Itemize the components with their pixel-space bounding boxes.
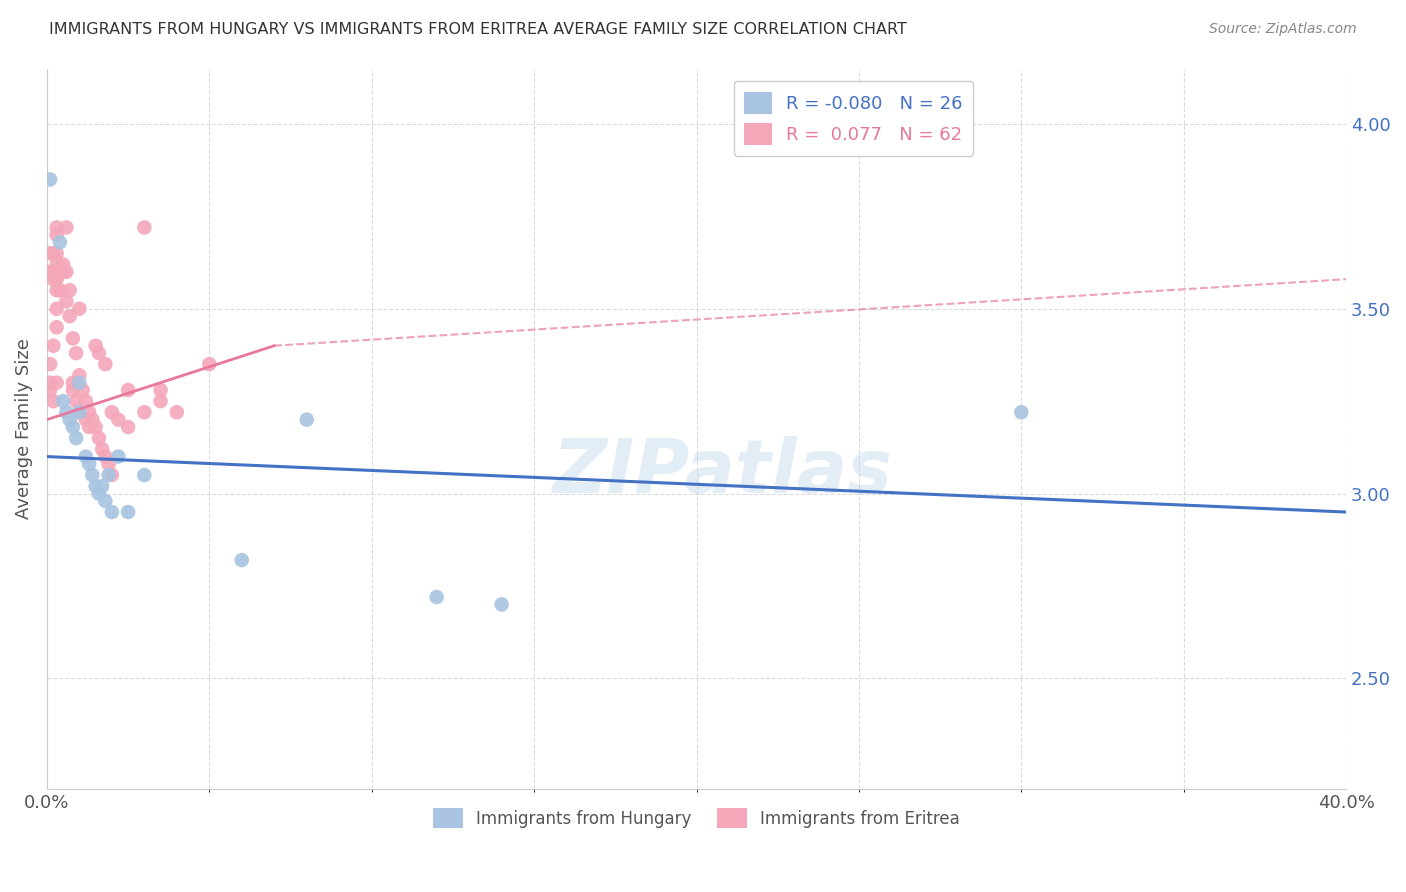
Point: [39, 383, 62, 397]
Point: [91, 442, 114, 457]
Point: [45, 227, 67, 242]
Legend: Immigrants from Hungary, Immigrants from Eritrea: Immigrants from Hungary, Immigrants from…: [426, 801, 966, 835]
Point: [65, 346, 87, 360]
Point: [75, 412, 97, 426]
Point: [62, 331, 84, 345]
Point: [107, 450, 129, 464]
Point: [55, 265, 77, 279]
Point: [42, 246, 65, 260]
Point: [45, 320, 67, 334]
Text: ZIPatlas: ZIPatlas: [553, 435, 893, 508]
Point: [84, 420, 107, 434]
Point: [491, 598, 513, 612]
Point: [94, 357, 117, 371]
Point: [84, 479, 107, 493]
Point: [62, 383, 84, 397]
Point: [45, 220, 67, 235]
Point: [45, 376, 67, 390]
Point: [77, 457, 100, 471]
Point: [52, 257, 75, 271]
Point: [101, 405, 124, 419]
Point: [52, 394, 75, 409]
Point: [94, 450, 117, 464]
Point: [39, 172, 62, 186]
Point: [101, 505, 124, 519]
Point: [65, 431, 87, 445]
Point: [45, 246, 67, 260]
Point: [39, 357, 62, 371]
Point: [87, 346, 110, 360]
Point: [1010, 405, 1032, 419]
Point: [45, 283, 67, 297]
Point: [39, 376, 62, 390]
Point: [67, 405, 90, 419]
Text: Source: ZipAtlas.com: Source: ZipAtlas.com: [1209, 22, 1357, 37]
Point: [117, 420, 139, 434]
Text: IMMIGRANTS FROM HUNGARY VS IMMIGRANTS FROM ERITREA AVERAGE FAMILY SIZE CORRELATI: IMMIGRANTS FROM HUNGARY VS IMMIGRANTS FR…: [49, 22, 907, 37]
Point: [59, 283, 82, 297]
Point: [67, 405, 90, 419]
Point: [39, 265, 62, 279]
Point: [87, 486, 110, 500]
Point: [75, 450, 97, 464]
Point: [82, 468, 104, 483]
Point: [49, 235, 72, 250]
Point: [55, 220, 77, 235]
Point: [198, 357, 221, 371]
Point: [45, 301, 67, 316]
Point: [67, 376, 90, 390]
Y-axis label: Average Family Size: Average Family Size: [15, 338, 32, 519]
Point: [45, 272, 67, 286]
Point: [97, 468, 120, 483]
Point: [45, 265, 67, 279]
Point: [62, 376, 84, 390]
Point: [42, 272, 65, 286]
Point: [117, 383, 139, 397]
Point: [82, 412, 104, 426]
Point: [101, 468, 124, 483]
Point: [67, 301, 90, 316]
Point: [166, 405, 188, 419]
Point: [72, 383, 94, 397]
Point: [84, 339, 107, 353]
Point: [42, 394, 65, 409]
Point: [75, 394, 97, 409]
Point: [134, 405, 156, 419]
Point: [45, 257, 67, 271]
Point: [59, 412, 82, 426]
Point: [77, 420, 100, 434]
Point: [134, 220, 156, 235]
Point: [77, 405, 100, 419]
Point: [52, 265, 75, 279]
Point: [42, 339, 65, 353]
Point: [87, 431, 110, 445]
Point: [91, 479, 114, 493]
Point: [42, 265, 65, 279]
Point: [55, 405, 77, 419]
Point: [67, 368, 90, 383]
Point: [97, 457, 120, 471]
Point: [426, 590, 449, 604]
Point: [62, 420, 84, 434]
Point: [231, 553, 253, 567]
Point: [295, 412, 318, 426]
Point: [59, 309, 82, 323]
Point: [107, 412, 129, 426]
Point: [49, 283, 72, 297]
Point: [149, 394, 172, 409]
Point: [117, 505, 139, 519]
Point: [55, 294, 77, 309]
Point: [149, 383, 172, 397]
Point: [94, 494, 117, 508]
Point: [49, 265, 72, 279]
Point: [39, 246, 62, 260]
Point: [134, 468, 156, 483]
Point: [65, 394, 87, 409]
